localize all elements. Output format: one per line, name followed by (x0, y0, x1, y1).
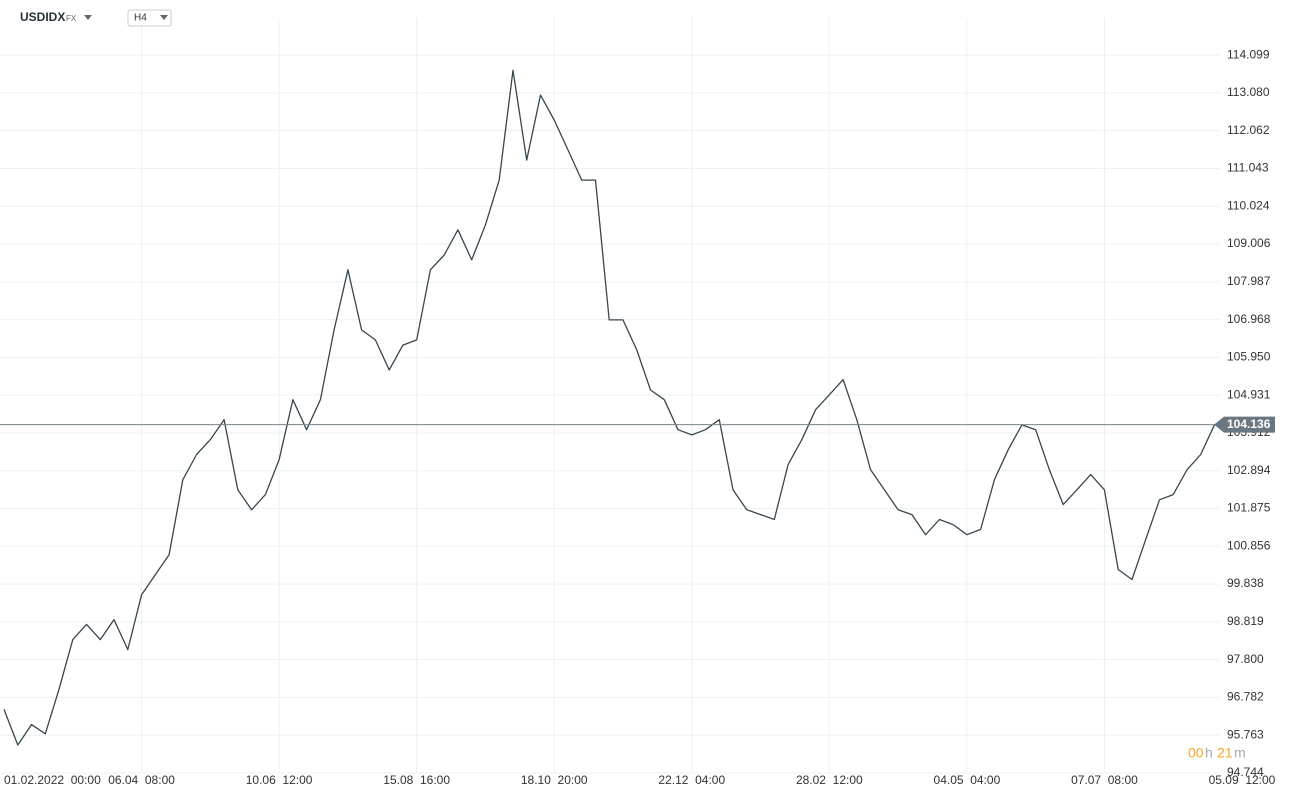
timer-m: m (1234, 745, 1246, 761)
x-tick-label: 05.09 12:00 (1209, 773, 1276, 787)
y-tick-label: 107.987 (1227, 274, 1271, 288)
plot: 104.136 (0, 69, 1275, 746)
x-tick-label: 07.07 08:00 (1071, 773, 1138, 787)
x-tick-label: 06.04 08:00 (108, 773, 175, 787)
timer-h: h (1205, 745, 1213, 761)
market: FX (66, 14, 77, 23)
x-tick-label: 22.12 04:00 (658, 773, 725, 787)
y-tick-label: 104.931 (1227, 387, 1271, 401)
interval-box[interactable] (127, 9, 172, 27)
x-tick-label: 04.05 04:00 (934, 773, 1001, 787)
symbol[interactable]: USDIDX (20, 10, 65, 24)
last-price-tag (1214, 416, 1275, 433)
last-price-label: 104.136 (1227, 417, 1271, 431)
y-tick-label: 94.744 (1227, 765, 1264, 779)
y-tick-label: 112.062 (1227, 123, 1270, 137)
y-tick-label: 96.782 (1227, 690, 1264, 704)
interval[interactable]: H4 (134, 13, 147, 24)
y-tick-label: 100.856 (1227, 538, 1271, 552)
timer-minutes: 21 (1217, 745, 1233, 761)
x-tick-label: 15.08 16:00 (383, 773, 450, 787)
x-tick-label: 01.02.2022 00:00 (4, 773, 101, 787)
x-tick-label: 18.10 20:00 (521, 773, 588, 787)
y-tick-label: 105.950 (1227, 350, 1271, 364)
y-tick-label: 109.006 (1227, 236, 1271, 250)
y-tick-label: 102.894 (1227, 463, 1271, 477)
y-tick-label: 101.875 (1227, 501, 1271, 515)
y-tick-label: 98.819 (1227, 614, 1264, 628)
y-tick-label: 99.838 (1227, 576, 1264, 590)
price-line (3, 69, 1216, 746)
x-tick-label: 28.02 12:00 (796, 773, 863, 787)
y-tick-label: 95.763 (1227, 727, 1264, 741)
y-tick-label: 114.099 (1227, 47, 1270, 61)
y-tick-label: 106.968 (1227, 312, 1271, 326)
y-tick-label: 97.800 (1227, 652, 1264, 666)
y-tick-label: 111.043 (1227, 161, 1269, 175)
interval-dropdown[interactable] (160, 15, 168, 20)
y-tick-label: 113.080 (1227, 85, 1270, 99)
symbol-dropdown[interactable] (84, 15, 92, 20)
y-tick-label: 110.024 (1227, 198, 1270, 212)
x-tick-label: 10.06 12:00 (246, 773, 313, 787)
timer-hours: 00 (1188, 745, 1204, 761)
